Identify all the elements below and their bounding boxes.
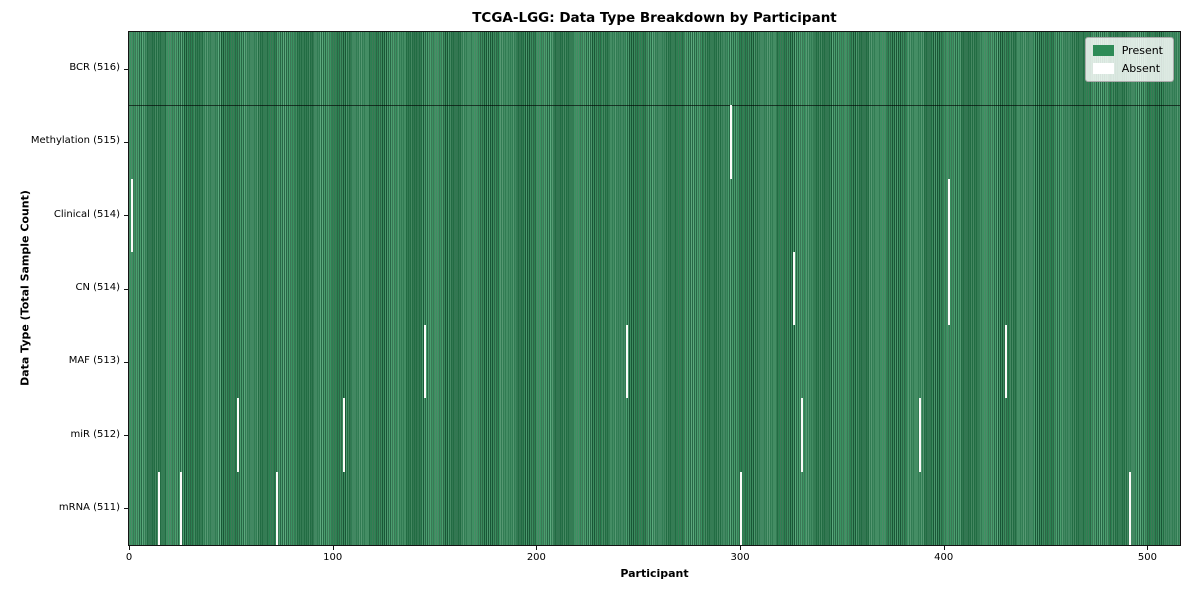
absent-mark-miR-53 — [236, 398, 239, 472]
absent-mark-mRNA-25 — [179, 471, 182, 545]
absent-mark-mRNA-72 — [275, 471, 278, 545]
legend-swatch-absent — [1092, 63, 1114, 74]
data-row-Methylation — [129, 105, 1180, 180]
data-row-CN — [129, 251, 1180, 327]
y-tick-label-mRNA: mRNA (511) — [58, 501, 120, 513]
absent-mark-miR-105 — [342, 398, 345, 472]
y-tick-mark-Clinical — [124, 215, 128, 217]
legend-item-absent: Absent — [1092, 62, 1163, 75]
chart-title: TCGA-LGG: Data Type Breakdown by Partici… — [472, 10, 837, 26]
x-tick-label-0: 0 — [125, 552, 133, 563]
y-tick-label-miR: miR (512) — [70, 428, 120, 440]
absent-mark-MAF-244 — [625, 325, 628, 399]
data-row-MAF — [129, 325, 1180, 400]
x-tick-mark-100 — [332, 546, 334, 550]
y-tick-mark-BCR — [124, 68, 128, 70]
x-tick-mark-200 — [536, 546, 538, 550]
x-tick-label-300: 300 — [730, 552, 750, 563]
y-tick-label-MAF: MAF (513) — [68, 355, 120, 367]
y-tick-label-CN: CN (514) — [75, 282, 120, 293]
x-tick-label-400: 400 — [934, 552, 954, 563]
absent-mark-Methylation-295 — [729, 105, 732, 179]
y-tick-label-Clinical: Clinical (514) — [53, 208, 120, 220]
x-tick-label-200: 200 — [526, 552, 546, 563]
data-row-miR — [129, 398, 1180, 473]
absent-mark-CN-402 — [947, 251, 950, 326]
y-tick-mark-CN — [124, 288, 128, 290]
x-tick-mark-500 — [1147, 546, 1149, 550]
y-tick-mark-miR — [124, 435, 128, 437]
absent-mark-CN-326 — [793, 251, 795, 326]
absent-mark-mRNA-300 — [740, 471, 743, 545]
absent-mark-MAF-145 — [424, 325, 427, 399]
x-axis-label: Participant — [620, 567, 689, 580]
legend-item-present: Present — [1092, 44, 1163, 57]
x-tick-mark-400 — [943, 546, 945, 550]
data-row-mRNA — [129, 471, 1180, 545]
legend-label-present: Present — [1121, 44, 1163, 57]
data-row-Clinical — [129, 178, 1180, 253]
legend: Present Absent — [1084, 37, 1174, 82]
absent-mark-Clinical-402 — [947, 178, 950, 252]
y-tick-label-BCR: BCR (516) — [69, 62, 120, 74]
x-tick-label-100: 100 — [323, 552, 343, 563]
data-row-BCR — [129, 32, 1180, 106]
y-tick-mark-Methylation — [124, 141, 128, 143]
absent-mark-mRNA-14 — [157, 471, 160, 545]
absent-mark-Clinical-1 — [131, 178, 134, 252]
plot-area: Present Absent — [128, 31, 1181, 546]
y-tick-mark-MAF — [124, 361, 128, 363]
x-tick-mark-0 — [129, 546, 130, 550]
x-tick-label-500: 500 — [1137, 552, 1157, 563]
y-tick-mark-mRNA — [124, 508, 128, 510]
absent-mark-miR-330 — [801, 398, 804, 472]
absent-mark-MAF-430 — [1004, 325, 1007, 399]
x-tick-mark-300 — [740, 546, 742, 550]
legend-swatch-present — [1092, 45, 1114, 56]
y-tick-label-Methylation: Methylation (515) — [30, 135, 120, 147]
absent-mark-mRNA-491 — [1129, 471, 1132, 545]
absent-mark-miR-388 — [919, 398, 922, 472]
legend-label-absent: Absent — [1121, 62, 1161, 75]
